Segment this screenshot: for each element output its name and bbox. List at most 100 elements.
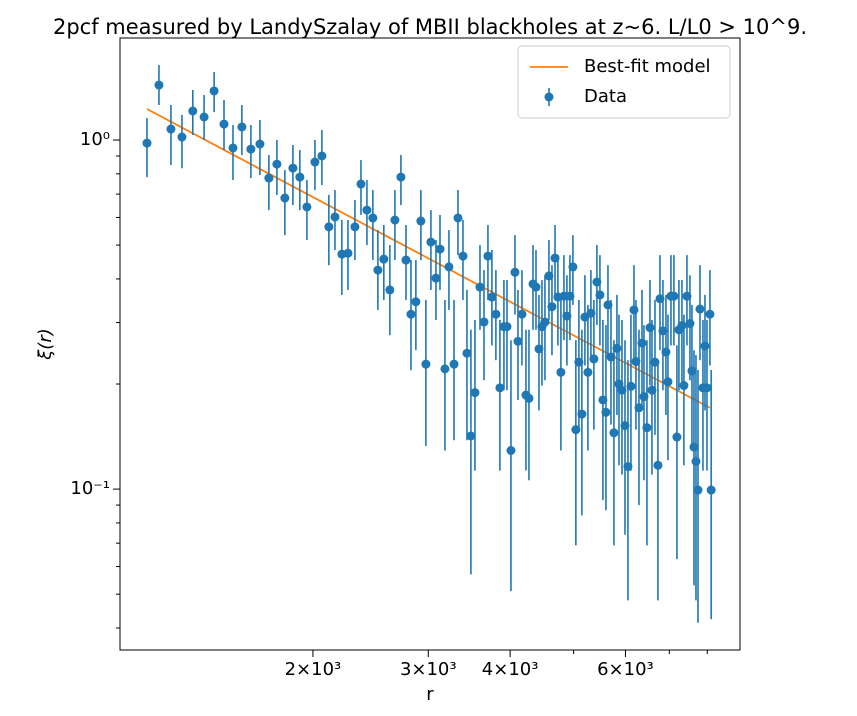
data-point: [502, 322, 512, 332]
data-point: [453, 213, 463, 223]
data-point: [689, 442, 699, 452]
data-point: [609, 428, 619, 438]
data-point: [483, 251, 493, 261]
x-tick-label: 6×10³: [597, 659, 654, 680]
data-point: [663, 377, 673, 387]
data-point: [280, 193, 290, 203]
data-point: [513, 336, 523, 346]
data-point: [228, 143, 238, 153]
data-point: [702, 383, 712, 393]
data-point: [556, 367, 566, 377]
data-point: [362, 205, 372, 215]
data-point: [606, 352, 616, 362]
legend-label: Data: [584, 86, 627, 107]
data-point: [466, 431, 476, 441]
data-point: [510, 267, 520, 277]
data-point: [531, 282, 541, 292]
data-point: [479, 317, 489, 327]
data-point: [571, 425, 581, 435]
data-point: [598, 395, 608, 405]
data-point: [700, 341, 710, 351]
data-point: [706, 485, 716, 495]
data-point: [379, 254, 389, 264]
data-point: [288, 163, 298, 173]
data-point: [506, 445, 516, 455]
data-point: [620, 421, 630, 431]
data-point: [645, 323, 655, 333]
data-point: [385, 285, 395, 295]
data-point: [595, 290, 605, 300]
data-point: [390, 215, 400, 225]
data-point: [642, 423, 652, 433]
data-point: [568, 262, 578, 272]
data-point: [617, 385, 627, 395]
data-point: [565, 291, 575, 301]
data-point: [317, 151, 327, 161]
model-line: [146, 108, 711, 409]
data-point: [462, 348, 472, 358]
data-point: [475, 282, 485, 292]
data-point: [142, 138, 152, 148]
data-point: [623, 462, 633, 472]
data-point: [401, 255, 411, 265]
data-point: [592, 277, 602, 287]
data-point: [629, 305, 639, 315]
data-point: [406, 309, 416, 319]
data-point: [612, 343, 622, 353]
data-point: [264, 173, 274, 183]
data-point: [440, 364, 450, 374]
data-point: [435, 244, 445, 254]
data-point: [396, 172, 406, 182]
plot-frame: [119, 37, 741, 651]
data-point: [255, 139, 265, 149]
data-point: [682, 291, 692, 301]
plot-area: [142, 65, 716, 623]
data-point: [534, 344, 544, 354]
data-point: [562, 311, 572, 321]
data-point: [589, 354, 599, 364]
data-point: [431, 273, 441, 283]
data-point: [547, 302, 557, 312]
data-point: [601, 407, 611, 417]
x-tick-label: 4×10³: [482, 659, 539, 680]
data-point: [658, 326, 668, 336]
data-point: [705, 309, 715, 319]
data-point: [517, 309, 527, 319]
y-axis-label: ξ(r): [35, 328, 56, 360]
data-point: [295, 172, 305, 182]
data-point: [458, 251, 468, 261]
data-point: [416, 216, 426, 226]
y-tick-label: 10⁰: [80, 129, 110, 150]
data-point: [411, 297, 421, 307]
data-point: [426, 237, 436, 247]
data-point: [272, 159, 282, 169]
data-point: [154, 80, 164, 90]
data-point: [544, 271, 554, 281]
data-point: [237, 122, 247, 132]
x-tick-label: 2×10³: [285, 659, 342, 680]
data-point: [661, 347, 671, 357]
data-point: [669, 291, 679, 301]
y-tick-label: 10⁻¹: [70, 478, 110, 499]
data-point: [219, 119, 229, 129]
data-point: [583, 367, 593, 377]
data-point: [626, 381, 636, 391]
data-point: [310, 157, 320, 167]
data-point: [487, 292, 497, 302]
data-point: [574, 357, 584, 367]
data-point: [540, 317, 550, 327]
data-point: [647, 385, 657, 395]
data-point: [302, 202, 312, 212]
legend-marker: [544, 92, 554, 102]
data-point: [524, 393, 534, 403]
data-point: [550, 253, 560, 263]
data-point: [330, 212, 340, 222]
data-point: [687, 366, 697, 376]
data-point: [577, 409, 587, 419]
data-point: [356, 179, 366, 189]
data-point: [672, 432, 682, 442]
data-point: [209, 86, 219, 96]
axes: 2×10³ 3×10³ 4×10³ 6×10³ 10⁻¹ 10⁰: [70, 129, 708, 680]
data-point: [677, 321, 687, 331]
